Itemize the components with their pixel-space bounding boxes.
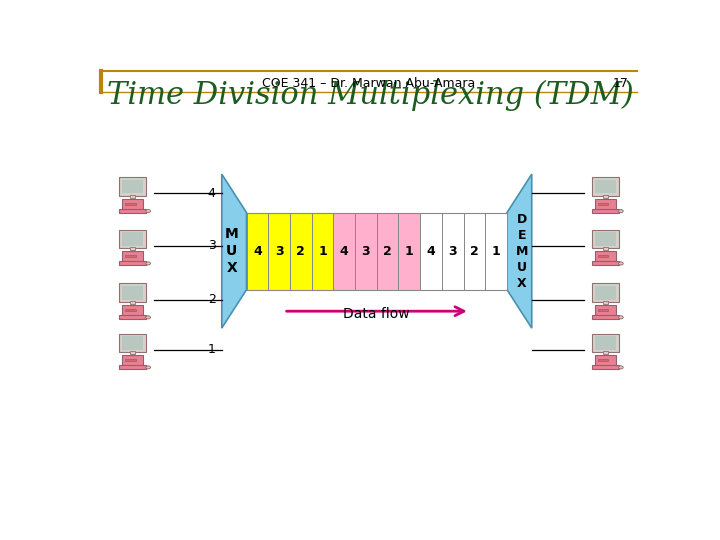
Bar xyxy=(122,179,143,193)
Bar xyxy=(122,355,143,366)
Bar xyxy=(464,213,485,289)
Bar xyxy=(130,195,135,198)
Bar xyxy=(130,351,135,354)
Bar xyxy=(595,305,616,316)
Ellipse shape xyxy=(618,262,624,265)
Bar xyxy=(120,365,145,369)
Text: 3: 3 xyxy=(361,245,370,258)
Text: 4: 4 xyxy=(253,245,262,258)
Bar xyxy=(130,301,135,304)
Bar xyxy=(312,213,333,289)
Bar xyxy=(122,286,143,300)
Bar xyxy=(246,213,269,289)
Bar xyxy=(595,232,616,246)
Text: 2: 2 xyxy=(297,245,305,258)
Text: 1: 1 xyxy=(405,245,414,258)
Bar xyxy=(598,255,608,257)
Bar xyxy=(595,251,616,262)
Text: D
E
M
U
X: D E M U X xyxy=(516,213,528,289)
Bar xyxy=(603,301,608,304)
Ellipse shape xyxy=(145,316,150,319)
Bar xyxy=(593,230,618,248)
Text: 4: 4 xyxy=(340,245,348,258)
Bar xyxy=(122,199,143,210)
Bar xyxy=(377,213,398,289)
Bar xyxy=(120,261,145,265)
Bar xyxy=(120,209,145,213)
Bar xyxy=(120,177,145,195)
Text: 1: 1 xyxy=(207,343,215,356)
Bar xyxy=(125,309,136,311)
Bar xyxy=(595,199,616,210)
Bar xyxy=(120,334,145,352)
Bar xyxy=(593,177,618,195)
Text: 2: 2 xyxy=(383,245,392,258)
Bar xyxy=(398,213,420,289)
Bar xyxy=(122,251,143,262)
Text: 4: 4 xyxy=(207,187,215,200)
Bar xyxy=(603,247,608,251)
Bar xyxy=(485,213,507,289)
Bar xyxy=(598,202,608,205)
Bar xyxy=(598,309,608,311)
Text: M
U
X: M U X xyxy=(225,227,239,275)
Bar xyxy=(593,365,618,369)
Text: 2: 2 xyxy=(470,245,479,258)
Text: 17: 17 xyxy=(613,77,629,90)
Bar xyxy=(595,179,616,193)
Bar xyxy=(130,247,135,251)
Ellipse shape xyxy=(145,210,150,213)
Bar xyxy=(603,195,608,198)
Bar xyxy=(593,209,618,213)
Bar xyxy=(595,286,616,300)
Bar xyxy=(355,213,377,289)
Bar xyxy=(125,359,136,361)
Bar xyxy=(333,213,355,289)
Bar xyxy=(120,315,145,319)
Text: 3: 3 xyxy=(275,245,284,258)
Bar xyxy=(125,202,136,205)
Text: 2: 2 xyxy=(207,293,215,306)
Text: 3: 3 xyxy=(449,245,457,258)
Bar xyxy=(120,284,145,302)
Bar xyxy=(598,359,608,361)
Bar xyxy=(442,213,464,289)
Bar xyxy=(120,230,145,248)
Text: 4: 4 xyxy=(427,245,436,258)
Text: Data flow: Data flow xyxy=(343,307,410,321)
Bar xyxy=(593,261,618,265)
Bar xyxy=(595,355,616,366)
Ellipse shape xyxy=(145,366,150,369)
Ellipse shape xyxy=(145,262,150,265)
Ellipse shape xyxy=(618,316,624,319)
Bar xyxy=(593,334,618,352)
Bar xyxy=(420,213,442,289)
Text: Time Division Multiplexing (TDM): Time Division Multiplexing (TDM) xyxy=(107,80,634,111)
Bar xyxy=(593,284,618,302)
Bar xyxy=(593,315,618,319)
Text: COE 341 – Dr. Marwan Abu-Amara: COE 341 – Dr. Marwan Abu-Amara xyxy=(262,77,476,90)
Bar xyxy=(269,213,290,289)
Polygon shape xyxy=(222,174,246,328)
Ellipse shape xyxy=(618,210,624,213)
Bar xyxy=(290,213,312,289)
Bar xyxy=(595,336,616,350)
Ellipse shape xyxy=(618,366,624,369)
Bar xyxy=(122,305,143,316)
Bar xyxy=(603,351,608,354)
Text: 3: 3 xyxy=(207,239,215,252)
Bar xyxy=(122,336,143,350)
Bar xyxy=(125,255,136,257)
Polygon shape xyxy=(507,174,532,328)
Text: 1: 1 xyxy=(318,245,327,258)
Bar xyxy=(122,232,143,246)
Text: 1: 1 xyxy=(492,245,500,258)
